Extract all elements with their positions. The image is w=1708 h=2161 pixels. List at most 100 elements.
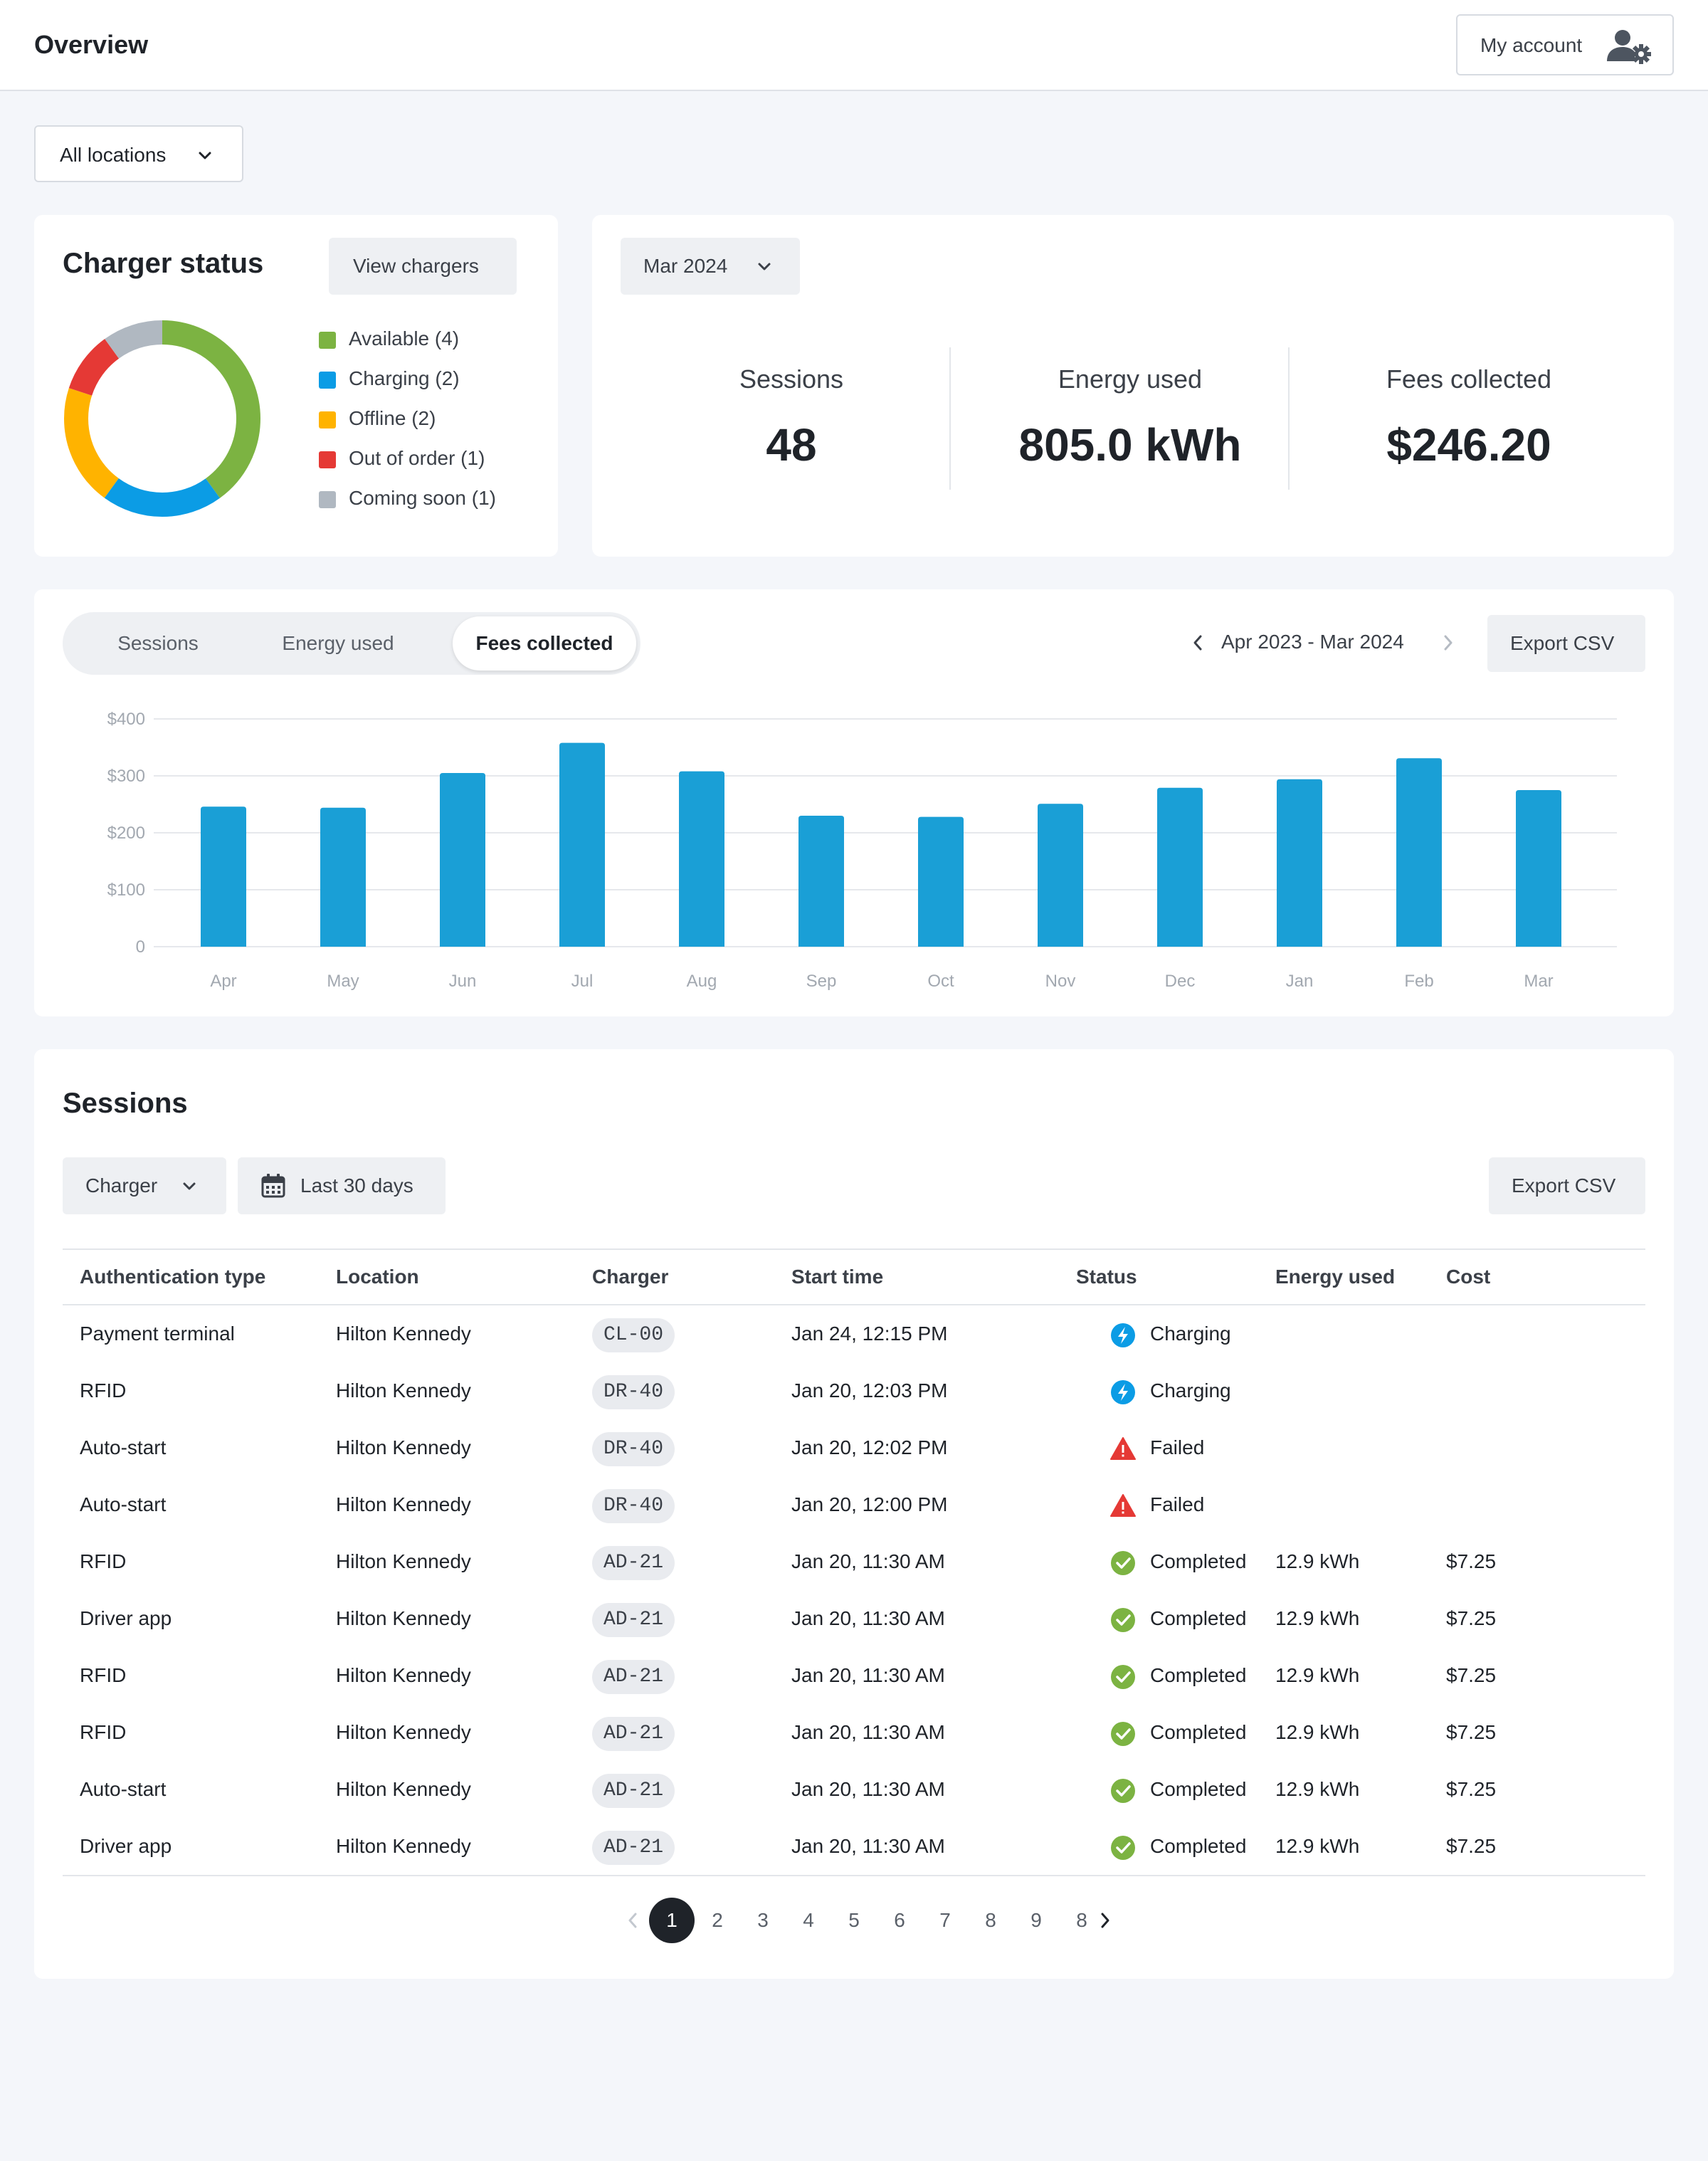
table-row[interactable]: Payment terminal Hilton Kennedy CL-00 Jan 2… [63, 1307, 1645, 1364]
page-button[interactable]: 7 [939, 1909, 951, 1931]
page-button[interactable]: 8 [985, 1909, 996, 1931]
tab-sessions[interactable]: Sessions [67, 616, 249, 671]
date-range-label: Apr 2023 - Mar 2024 [1221, 631, 1404, 653]
table-row[interactable]: Auto-start Hilton Kennedy DR-40 Jan 20, 12:… [63, 1421, 1645, 1478]
bar-mar[interactable] [1516, 790, 1561, 947]
x-tick-label: Jul [571, 972, 594, 991]
divider [1288, 347, 1290, 490]
bar-dec[interactable] [1157, 787, 1203, 947]
status-cell: Completed [1110, 1549, 1324, 1577]
bar-jul[interactable] [559, 742, 605, 947]
table-row[interactable]: RFID Hilton Kennedy AD-21 Jan 20, 11:30 AM C… [63, 1535, 1645, 1592]
page-button[interactable]: 1 [649, 1898, 695, 1943]
table-row[interactable]: Driver app Hilton Kennedy AD-21 Jan 20, 11:… [63, 1592, 1645, 1649]
bar-feb[interactable] [1396, 758, 1442, 947]
column-header[interactable]: Energy used [1275, 1266, 1396, 1288]
date-range-filter[interactable]: Last 30 days [238, 1157, 446, 1214]
check-circle-icon [1111, 1722, 1135, 1746]
status-label: Completed [1150, 1607, 1247, 1629]
page-button[interactable]: 6 [894, 1909, 905, 1931]
location-cell: Hilton Kennedy [336, 1664, 471, 1686]
x-tick-label: Oct [927, 972, 954, 991]
export-csv-button[interactable]: Export CSV [1489, 1157, 1645, 1214]
bar-apr[interactable] [201, 806, 246, 947]
start-time-cell: Jan 20, 11:30 AM [791, 1778, 945, 1800]
view-chargers-button[interactable]: View chargers [329, 238, 517, 295]
auth-type-cell: RFID [80, 1664, 127, 1686]
bar-jan[interactable] [1277, 779, 1322, 947]
bar-may[interactable] [320, 807, 366, 947]
page-button[interactable]: 3 [757, 1909, 769, 1931]
my-account-button[interactable]: My account [1456, 14, 1674, 75]
bar-nov[interactable] [1038, 804, 1083, 947]
table-bottom-border [63, 1875, 1645, 1876]
chevron-left-icon[interactable] [625, 1910, 640, 1930]
stat-label: Sessions [739, 364, 844, 394]
export-csv-button[interactable]: Export CSV [1487, 615, 1645, 672]
legend-swatch [319, 451, 336, 468]
page-button[interactable]: 4 [803, 1909, 814, 1931]
calendar-icon [261, 1174, 285, 1198]
table-row[interactable]: Auto-start Hilton Kennedy AD-21 Jan 20, 11:… [63, 1762, 1645, 1819]
page-button[interactable]: 9 [1030, 1909, 1042, 1931]
start-time-cell: Jan 20, 11:30 AM [791, 1721, 945, 1743]
stat-label: Fees collected [1386, 364, 1552, 394]
energy-cell: 12.9 kWh [1275, 1721, 1360, 1743]
divider [949, 347, 951, 490]
auth-type-cell: Payment terminal [80, 1323, 235, 1345]
check-circle-icon [1111, 1836, 1135, 1860]
column-header[interactable]: Charger [592, 1266, 669, 1288]
location-cell: Hilton Kennedy [336, 1323, 471, 1345]
status-label: Failed [1150, 1436, 1205, 1458]
page-button[interactable]: 5 [848, 1909, 860, 1931]
my-account-label: My account [1480, 34, 1583, 56]
x-tick-label: Mar [1524, 972, 1553, 991]
status-label: Completed [1150, 1778, 1247, 1800]
bar-oct[interactable] [918, 816, 964, 947]
tab-fees-collected[interactable]: Fees collected [453, 616, 636, 671]
summary-card: Mar 2024 Sessions 48 Energy used 805.0 k… [592, 215, 1674, 557]
x-tick-label: Sep [806, 972, 837, 991]
column-header[interactable]: Status [1076, 1266, 1137, 1288]
chevron-right-icon[interactable] [1097, 1910, 1113, 1930]
status-cell: Charging [1110, 1321, 1324, 1350]
table-row[interactable]: RFID Hilton Kennedy AD-21 Jan 20, 11:30 AM C… [63, 1705, 1645, 1762]
location-cell: Hilton Kennedy [336, 1379, 471, 1402]
charger-filter[interactable]: Charger [63, 1157, 226, 1214]
page-button[interactable]: 8 [1076, 1909, 1087, 1931]
column-header[interactable]: Start time [791, 1266, 884, 1288]
status-label: Charging [1150, 1379, 1231, 1402]
metric-tabs: Sessions Energy used Fees collected [63, 612, 640, 675]
cost-cell: $7.25 [1446, 1664, 1497, 1686]
table-row[interactable]: RFID Hilton Kennedy AD-21 Jan 20, 11:30 AM C… [63, 1649, 1645, 1705]
y-tick-label: 0 [136, 937, 145, 957]
page-button[interactable]: 2 [712, 1909, 723, 1931]
table-row[interactable]: Auto-start Hilton Kennedy DR-40 Jan 20, 12:… [63, 1478, 1645, 1535]
status-cell: Completed [1110, 1720, 1324, 1748]
tab-energy-used[interactable]: Energy used [249, 616, 427, 671]
date-range-filter-label: Last 30 days [300, 1174, 413, 1197]
location-cell: Hilton Kennedy [336, 1607, 471, 1629]
bar-jun[interactable] [440, 773, 485, 947]
column-header[interactable]: Location [336, 1266, 419, 1288]
check-circle-icon [1111, 1608, 1135, 1632]
location-select[interactable]: All locations [34, 125, 243, 182]
legend-label: Charging (2) [349, 367, 460, 389]
chevron-left-icon[interactable] [1190, 633, 1206, 652]
energy-cell: 12.9 kWh [1275, 1664, 1360, 1686]
check-circle-icon [1111, 1551, 1135, 1575]
table-row[interactable]: Driver app Hilton Kennedy AD-21 Jan 20, 11:… [63, 1819, 1645, 1876]
bar-aug[interactable] [679, 771, 724, 947]
bar-sep[interactable] [798, 816, 844, 947]
column-header[interactable]: Cost [1446, 1266, 1491, 1288]
export-csv-label: Export CSV [1510, 632, 1615, 654]
chevron-right-icon[interactable] [1440, 633, 1456, 652]
column-header[interactable]: Authentication type [80, 1266, 266, 1288]
energy-cell: 12.9 kWh [1275, 1778, 1360, 1800]
month-select[interactable]: Mar 2024 [621, 238, 800, 295]
x-tick-label: Apr [210, 972, 236, 991]
tab-label: Sessions [117, 632, 199, 654]
donut-slice [64, 320, 260, 517]
table-row[interactable]: RFID Hilton Kennedy DR-40 Jan 20, 12:03 PM C… [63, 1364, 1645, 1421]
